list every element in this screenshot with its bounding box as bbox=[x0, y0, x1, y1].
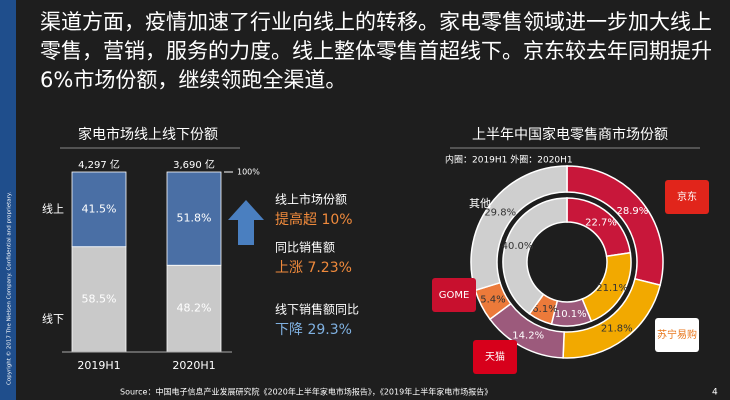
chart-title: 家电市场线上线下份额 bbox=[78, 126, 218, 143]
value-label: 21.1% bbox=[596, 283, 628, 294]
page-number: 4 bbox=[712, 388, 718, 398]
brand-logo bbox=[473, 340, 517, 374]
value-label: 10.1% bbox=[555, 309, 587, 320]
value-label: 21.8% bbox=[601, 323, 633, 334]
x-tick-label: 2019H1 bbox=[77, 359, 120, 372]
category-label: 京东 bbox=[677, 190, 697, 203]
value-label: 40.0% bbox=[502, 241, 534, 252]
note-value: 上涨 7.23% bbox=[275, 260, 352, 276]
category-label: 其他 bbox=[469, 197, 491, 210]
source: Source：中国电子信息产业发展研究院《2020年上半年家电市场报告》，《20… bbox=[120, 387, 492, 397]
category-label: 苏宁易购 bbox=[657, 328, 697, 341]
brand-logo bbox=[665, 180, 709, 214]
category-label: 天猫 bbox=[485, 350, 505, 363]
note-value: 下降 29.3% bbox=[275, 322, 352, 338]
total-label: 3,690 亿 bbox=[173, 158, 215, 171]
brand-logo bbox=[655, 318, 699, 352]
note-label: 线上市场份额 bbox=[275, 192, 347, 207]
note-value: 提高超 10% bbox=[275, 211, 353, 228]
value-label: 48.2% bbox=[177, 302, 212, 315]
top-label: 100% bbox=[237, 168, 260, 177]
copyright: Copyright © 2017 The Nielsen Company. Co… bbox=[6, 192, 13, 385]
note-label: 线下销售额同比 bbox=[275, 302, 359, 317]
bar-segment bbox=[166, 171, 222, 266]
chart-title: 上半年中国家电零售商市场份额 bbox=[472, 126, 668, 143]
value-label: 51.8% bbox=[177, 212, 212, 225]
value-label: 5.4% bbox=[480, 295, 505, 306]
side-strip bbox=[0, 0, 16, 400]
value-label: 6.1% bbox=[532, 304, 557, 315]
headline: 渠道方面，疫情加速了行业向线上的转移。家电零售领域进一步加大线上零售，营销，服务… bbox=[40, 10, 712, 92]
bar-segment bbox=[71, 171, 127, 248]
value-label: 29.8% bbox=[484, 208, 516, 219]
total-label: 4,297 亿 bbox=[78, 158, 120, 171]
value-label: 58.5% bbox=[82, 292, 117, 305]
legend-label: 线下 bbox=[42, 311, 64, 325]
note-label: 同比销售额 bbox=[275, 240, 335, 255]
category-label: GOME bbox=[439, 290, 470, 301]
value-label: 41.5% bbox=[82, 202, 117, 215]
value-label: 22.7% bbox=[585, 218, 617, 229]
donut-segment bbox=[470, 165, 568, 292]
legend-label: 线上 bbox=[42, 201, 64, 215]
up-arrow bbox=[228, 200, 264, 245]
x-tick-label: 2020H1 bbox=[172, 359, 215, 372]
value-label: 14.2% bbox=[512, 330, 544, 341]
chart-subtitle: 内圈：2019H1 外圈：2020H1 bbox=[445, 154, 573, 166]
bar-segment bbox=[71, 246, 127, 353]
value-label: 28.9% bbox=[616, 206, 648, 217]
brand-logo bbox=[432, 278, 476, 312]
donut-segment bbox=[502, 197, 568, 315]
